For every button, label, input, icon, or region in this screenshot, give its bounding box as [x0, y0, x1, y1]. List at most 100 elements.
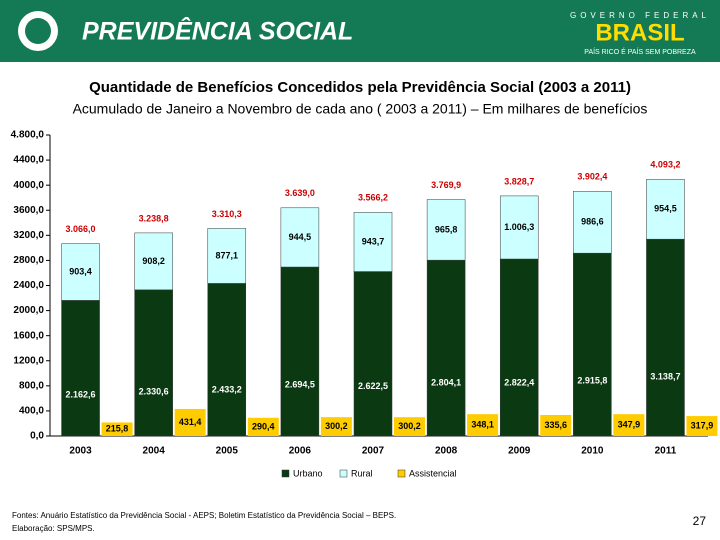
- x-tick-label: 2008: [435, 446, 458, 457]
- total-label: 3.066,0: [66, 224, 96, 234]
- bar: [394, 417, 425, 436]
- y-tick-label: 1600,0: [13, 330, 44, 341]
- y-tick-label: 0,0: [30, 431, 44, 442]
- value-label: 290,4: [252, 421, 275, 431]
- total-label: 3.828,7: [504, 176, 534, 186]
- total-label: 3.310,3: [212, 209, 242, 219]
- y-tick-label: 3200,0: [13, 230, 44, 241]
- bar-segment: [573, 191, 612, 254]
- bar-segment: [207, 283, 247, 437]
- bar-segment: [207, 228, 247, 284]
- total-label: 3.639,0: [285, 188, 315, 198]
- y-tick-label: 2800,0: [13, 255, 44, 266]
- y-tick-label: 1200,0: [13, 355, 44, 366]
- x-tick-label: 2011: [655, 446, 677, 457]
- value-label: 347,9: [618, 419, 641, 429]
- x-tick-label: 2006: [289, 446, 312, 457]
- total-label: 3.902,4: [577, 172, 607, 182]
- value-label: 903,4: [69, 266, 92, 276]
- value-label: 943,7: [362, 236, 385, 246]
- x-tick-label: 2004: [143, 446, 166, 457]
- bar-segment: [280, 266, 320, 437]
- value-label: 2.822,4: [504, 377, 534, 387]
- total-label: 3.769,9: [431, 180, 461, 190]
- y-tick-label: 4.800,0: [11, 130, 45, 141]
- bar: [320, 417, 352, 436]
- x-tick-label: 2010: [581, 446, 604, 457]
- logo-inner: [25, 18, 51, 44]
- header-gov: GOVERNO FEDERAL: [570, 11, 710, 20]
- value-label: 954,5: [654, 204, 677, 214]
- bar: [247, 417, 279, 436]
- value-label: 2.330,6: [139, 387, 169, 397]
- legend-label: Rural: [351, 468, 373, 478]
- y-tick-label: 4400,0: [13, 155, 44, 166]
- bar-segment: [61, 243, 100, 301]
- chart-subtitle: Acumulado de Janeiro a Novembro de cada …: [73, 101, 648, 117]
- value-label: 2.433,2: [212, 385, 242, 395]
- value-label: 348,1: [471, 419, 494, 429]
- bar-segment: [134, 232, 173, 291]
- value-label: 944,5: [289, 232, 312, 242]
- total-label: 3.566,2: [358, 193, 388, 203]
- bar: [613, 414, 645, 436]
- y-tick-label: 400,0: [19, 406, 44, 417]
- value-label: 2.162,6: [66, 390, 96, 400]
- value-label: 1.006,3: [504, 222, 534, 232]
- value-label: 317,9: [691, 420, 714, 430]
- bar-segment: [280, 207, 320, 268]
- x-tick-label: 2007: [362, 446, 385, 457]
- bar-segment: [426, 259, 466, 437]
- bar-segment: [61, 300, 100, 437]
- value-label: 2.694,5: [285, 380, 315, 390]
- value-label: 300,2: [398, 421, 421, 431]
- footer-source: Fontes: Anuário Estatístico da Previdênc…: [12, 511, 396, 520]
- bar-segment: [573, 252, 612, 437]
- page-number: 27: [693, 514, 707, 528]
- bar-segment: [646, 238, 685, 437]
- value-label: 2.915,8: [577, 376, 607, 386]
- x-tick-label: 2009: [508, 446, 531, 457]
- bar-segment: [646, 179, 685, 240]
- value-label: 986,6: [581, 217, 604, 227]
- value-label: 300,2: [325, 421, 348, 431]
- value-label: 877,1: [216, 250, 239, 260]
- header-slogan: PAÍS RICO É PAÍS SEM POBREZA: [584, 47, 696, 56]
- bar: [540, 414, 572, 436]
- legend-swatch: [281, 469, 290, 478]
- bar-segment: [499, 258, 539, 437]
- legend-swatch: [397, 469, 406, 478]
- y-tick-label: 3600,0: [13, 205, 44, 216]
- bar: [101, 422, 133, 436]
- value-label: 965,8: [435, 224, 458, 234]
- value-label: 2.804,1: [431, 378, 461, 388]
- y-tick-label: 4000,0: [13, 180, 44, 191]
- y-tick-label: 800,0: [19, 380, 44, 391]
- total-label: 4.093,2: [650, 160, 680, 170]
- value-label: 335,6: [544, 420, 567, 430]
- legend-label: Urbano: [293, 468, 323, 478]
- header-banner: [0, 0, 720, 62]
- x-tick-label: 2005: [216, 446, 239, 457]
- legend-label: Assistencial: [409, 468, 457, 478]
- bar-segment: [134, 289, 173, 437]
- value-label: 3.138,7: [650, 371, 680, 381]
- bar-segment: [353, 212, 393, 272]
- bar-segment: [426, 199, 466, 261]
- value-label: 908,2: [142, 256, 165, 266]
- value-label: 215,8: [106, 424, 129, 434]
- legend-swatch: [339, 469, 348, 478]
- header-title: PREVIDÊNCIA SOCIAL: [82, 16, 353, 46]
- bar: [686, 416, 718, 436]
- value-label: 431,4: [179, 417, 202, 427]
- header-brand: BRASIL: [595, 19, 684, 46]
- y-tick-label: 2400,0: [13, 280, 44, 291]
- value-label: 2.622,5: [358, 381, 388, 391]
- x-tick-label: 2003: [69, 446, 92, 457]
- footer-credit: Elaboração: SPS/MPS.: [12, 524, 95, 533]
- total-label: 3.238,8: [139, 213, 169, 223]
- y-tick-label: 2000,0: [13, 305, 44, 316]
- bar-segment: [499, 195, 539, 260]
- bar: [467, 414, 499, 436]
